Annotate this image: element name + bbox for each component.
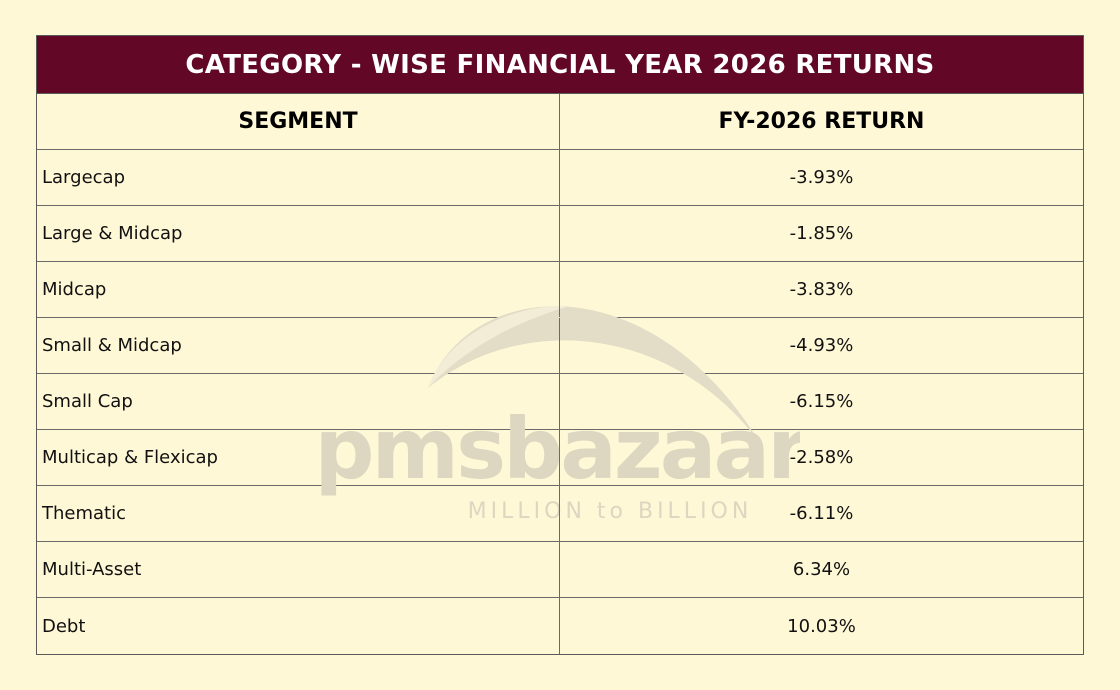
segment-cell: Debt [37,598,560,654]
table-row: Multicap & Flexicap -2.58% [37,430,1083,486]
segment-cell: Largecap [37,150,560,205]
table-row: Midcap -3.83% [37,262,1083,318]
table-row: Thematic -6.11% [37,486,1083,542]
table-title: CATEGORY - WISE FINANCIAL YEAR 2026 RETU… [37,36,1083,94]
returns-table: CATEGORY - WISE FINANCIAL YEAR 2026 RETU… [36,35,1084,655]
return-cell: 6.34% [792,559,851,580]
table-header-row: SEGMENT FY-2026 RETURN [37,94,1083,150]
table-row: Multi-Asset 6.34% [37,542,1083,598]
segment-cell: Large & Midcap [37,206,560,261]
return-cell: -6.11% [789,503,854,524]
column-header-segment: SEGMENT [37,94,560,149]
table-row: Large & Midcap -1.85% [37,206,1083,262]
return-cell: -6.15% [789,391,854,412]
table-row: Debt 10.03% [37,598,1083,654]
table-row: Small Cap -6.15% [37,374,1083,430]
segment-cell: Thematic [37,486,560,541]
column-header-return: FY-2026 RETURN [718,109,925,134]
table-row: Small & Midcap -4.93% [37,318,1083,374]
return-cell: 10.03% [787,615,856,637]
return-cell: -3.93% [789,167,854,188]
segment-cell: Multi-Asset [37,542,560,597]
return-cell: -1.85% [789,223,854,244]
table-row: Largecap -3.93% [37,150,1083,206]
segment-cell: Small Cap [37,374,560,429]
return-cell: -4.93% [789,335,854,356]
segment-cell: Multicap & Flexicap [37,430,560,485]
return-cell: -3.83% [789,279,854,300]
return-cell: -2.58% [789,447,854,468]
segment-cell: Small & Midcap [37,318,560,373]
segment-cell: Midcap [37,262,560,317]
